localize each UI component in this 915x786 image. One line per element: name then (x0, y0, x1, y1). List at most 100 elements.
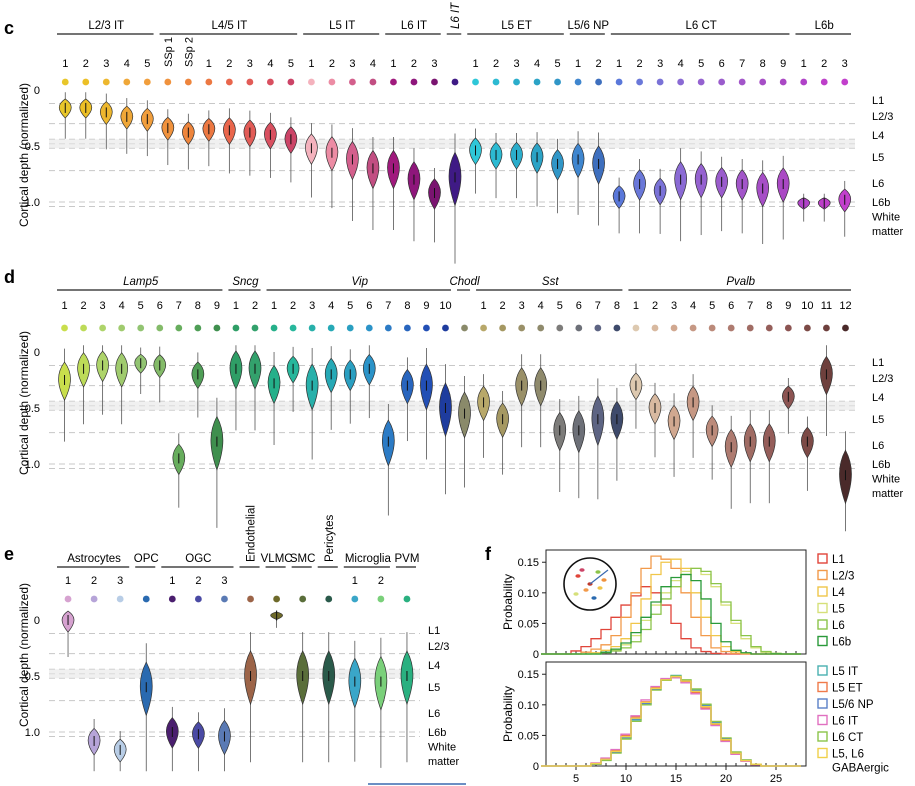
cluster-number: SSp 2 (183, 37, 195, 67)
cluster-color-dot (431, 78, 438, 86)
panel-d-ylabel: Cortical depth (normalized) (17, 331, 31, 475)
cluster-color-dot (784, 324, 792, 332)
y-tick-label: 0.15 (518, 557, 539, 569)
cluster-color-dot (410, 78, 418, 86)
cluster-color-dot (746, 324, 754, 332)
group-label: PVM (395, 553, 420, 565)
cluster-color-dot (461, 324, 468, 332)
cluster-color-dot (727, 324, 735, 332)
cluster-number: 1 (616, 58, 622, 70)
cluster-number: 5 (698, 58, 704, 70)
legend-label: L5 (832, 604, 845, 616)
cluster-color-dot (632, 324, 640, 332)
legend-label: L5 IT (832, 666, 858, 678)
panel-letter-c: c (4, 18, 14, 38)
cluster-color-dot (232, 324, 240, 332)
cluster-number: 1 (472, 58, 478, 70)
cluster-number: 3 (657, 58, 663, 70)
group-label: L6b (815, 20, 834, 32)
cluster-color-dot (820, 78, 828, 86)
legend-swatch (817, 731, 828, 742)
cluster-color-dot (82, 78, 90, 86)
cluster-color-dot (142, 595, 150, 603)
cluster-color-dot (594, 324, 602, 332)
cluster-color-dot (61, 324, 68, 332)
cluster-color-dot (184, 78, 192, 86)
cluster-number: 3 (309, 300, 315, 312)
legend-label: L2/3 (832, 571, 854, 583)
cluster-color-dot (377, 595, 385, 603)
legend-label: L5/6 NP (832, 699, 874, 711)
cluster-number: 4 (690, 300, 696, 312)
cluster-number: 3 (842, 58, 848, 70)
cluster-color-dot (194, 324, 202, 332)
cluster-color-dot (369, 78, 377, 86)
cluster-number: 4 (534, 58, 540, 70)
cluster-color-dot (390, 78, 397, 86)
cluster-color-dot (677, 78, 685, 86)
cluster-number: 7 (176, 300, 182, 312)
legend-swatch (817, 602, 828, 614)
cluster-color-dot (656, 78, 664, 86)
cluster-color-dot (213, 324, 221, 332)
legend-swatch (817, 569, 828, 581)
y-tick-label: 1.0 (25, 459, 40, 471)
layer-label: L5 (428, 682, 440, 694)
cluster-color-dot (492, 78, 500, 86)
cluster-number: 8 (766, 300, 772, 312)
group-label: L6 IT Car3 (450, 0, 462, 29)
cluster-number: 8 (760, 58, 766, 70)
cluster-color-dot (499, 324, 507, 332)
legend-swatch (817, 619, 828, 630)
y-tick-label: 0.10 (518, 588, 539, 600)
cluster-color-dot (574, 78, 582, 86)
cluster-number: 1 (633, 300, 639, 312)
layer-label: matter (428, 756, 460, 768)
cluster-number: 9 (785, 300, 791, 312)
cluster-number: 1 (271, 300, 277, 312)
cluster-color-dot (221, 595, 228, 603)
cluster-number: 7 (385, 300, 391, 312)
cluster-number: 4 (370, 58, 376, 70)
cluster-number: 2 (652, 300, 658, 312)
y-tick-label: 1.0 (25, 197, 40, 209)
layer-label: L6b (872, 459, 890, 471)
cluster-color-dot (423, 324, 430, 332)
cluster-color-dot (328, 78, 336, 86)
group-label: Microglia (345, 553, 392, 565)
cluster-number: 6 (366, 300, 372, 312)
cluster-color-dot (351, 595, 359, 603)
layer-label: L2/3 (428, 641, 449, 653)
cluster-number: 5 (709, 300, 715, 312)
cluster-color-dot (842, 324, 849, 332)
cluster-number: 5 (144, 58, 150, 70)
cluster-number: 4 (267, 58, 273, 70)
cluster-color-dot (537, 324, 545, 332)
cluster-color-dot (194, 595, 202, 603)
x-tick-label: 5 (573, 773, 579, 785)
cluster-number: 2 (81, 300, 87, 312)
cluster-number: 8 (195, 300, 201, 312)
cluster-color-dot (759, 78, 767, 86)
y-tick-label: 0 (533, 649, 539, 661)
cluster-color-dot (403, 595, 411, 603)
inset-cell-mark (579, 568, 585, 572)
cluster-color-dot (64, 595, 72, 603)
cluster-color-dot (841, 78, 849, 86)
cluster-color-dot (533, 78, 541, 86)
cluster-color-dot (143, 78, 151, 86)
x-tick-label: 20 (720, 773, 732, 785)
cluster-number: 6 (728, 300, 734, 312)
panel-c-violins: 0 0.5 1.0 L1 L2/3 L4 L5 L6 L6b White matter L2/3 IT… (25, 0, 904, 264)
cluster-number: 1 (65, 575, 71, 587)
cluster-color-dot (308, 324, 316, 332)
cluster-number: 5 (138, 300, 144, 312)
histogram-series-line (541, 677, 801, 767)
cluster-color-dot (689, 324, 697, 332)
cluster-number: SSp 1 (163, 37, 175, 67)
cluster-color-dot (803, 324, 811, 332)
y-tick-label: 0.5 (25, 403, 40, 415)
histogram-series-line (541, 675, 801, 767)
layer-label: L6b (428, 727, 446, 739)
y-tick-label: 1.0 (25, 727, 40, 739)
